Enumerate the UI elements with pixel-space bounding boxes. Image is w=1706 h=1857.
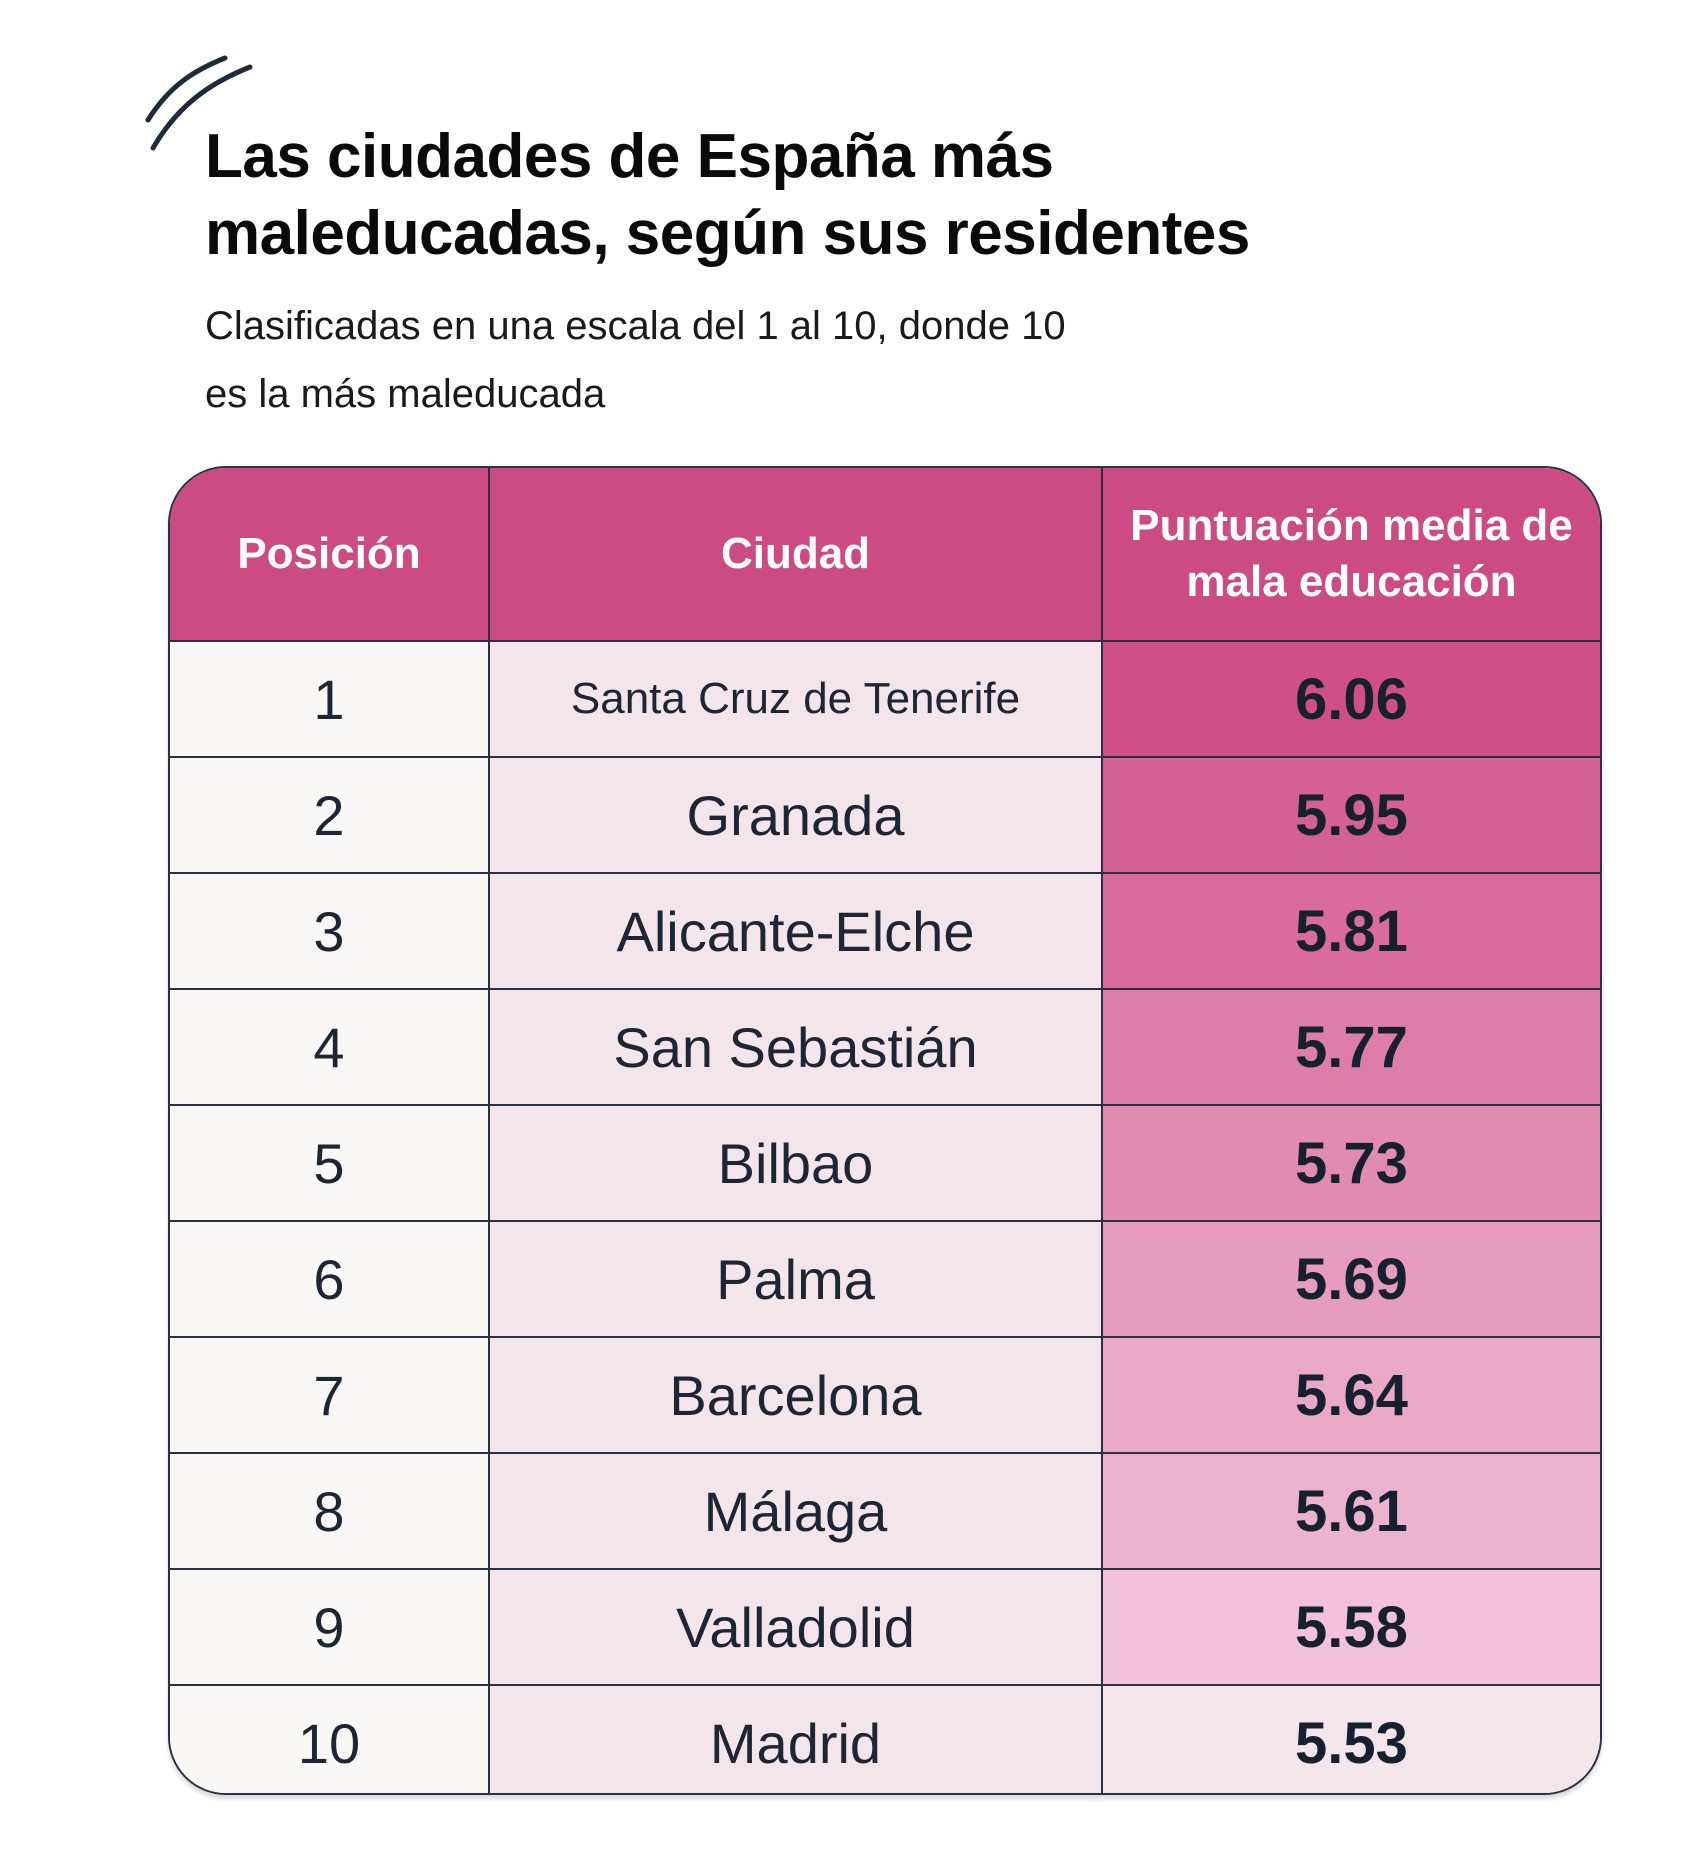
position-cell: 5 [170,1105,490,1222]
ranking-table: Posición Ciudad Puntuación media de mala… [170,468,1600,1793]
table-body: 1 Santa Cruz de Tenerife 6.06 2 Granada 5.95 3… [170,641,1600,1793]
ranking-table-container: Posición Ciudad Puntuación media de mala… [168,466,1602,1795]
table-row: 6 Palma 5.69 [170,1221,1600,1338]
city-cell: San Sebastián [489,989,1103,1106]
position-cell: 8 [170,1453,490,1570]
city-cell: Madrid [489,1685,1103,1793]
position-cell: 10 [170,1685,490,1793]
position-cell: 7 [170,1337,490,1454]
title-line-1: Las ciudades de España más [205,122,1054,191]
subtitle-line-1: Clasificadas en una escala del 1 al 10, … [205,304,1066,348]
table-row: 2 Granada 5.95 [170,757,1600,874]
page-title: Las ciudades de España más maleducadas, … [205,118,1250,272]
title-line-2: maleducadas, según sus residentes [205,199,1250,268]
score-cell: 6.06 [1102,641,1600,758]
column-header-score: Puntuación media de mala educación [1102,468,1600,642]
score-cell: 5.64 [1102,1337,1600,1454]
city-cell: Palma [489,1221,1103,1338]
table-row: 7 Barcelona 5.64 [170,1337,1600,1454]
score-cell: 5.69 [1102,1221,1600,1338]
position-cell: 9 [170,1569,490,1686]
column-header-position: Posición [170,468,490,642]
subtitle-line-2: es la más maleducada [205,372,606,416]
city-cell: Barcelona [489,1337,1103,1454]
position-cell: 3 [170,873,490,990]
position-cell: 6 [170,1221,490,1338]
position-cell: 1 [170,641,490,758]
city-cell: Santa Cruz de Tenerife [489,641,1103,758]
city-cell: Valladolid [489,1569,1103,1686]
table-row: 10 Madrid 5.53 [170,1685,1600,1793]
table-row: 9 Valladolid 5.58 [170,1569,1600,1686]
score-cell: 5.58 [1102,1569,1600,1686]
position-cell: 4 [170,989,490,1106]
city-cell: Alicante-Elche [489,873,1103,990]
table-row: 5 Bilbao 5.73 [170,1105,1600,1222]
table-row: 8 Málaga 5.61 [170,1453,1600,1570]
table-row: 1 Santa Cruz de Tenerife 6.06 [170,641,1600,758]
city-cell: Granada [489,757,1103,874]
double-curved-lines-icon [145,55,253,151]
score-cell: 5.53 [1102,1685,1600,1793]
column-header-city: Ciudad [489,468,1103,642]
table-header-row: Posición Ciudad Puntuación media de mala… [170,468,1600,642]
score-cell: 5.81 [1102,873,1600,990]
page-subtitle: Clasificadas en una escala del 1 al 10, … [205,292,1405,428]
table-row: 4 San Sebastián 5.77 [170,989,1600,1106]
table-row: 3 Alicante-Elche 5.81 [170,873,1600,990]
score-cell: 5.73 [1102,1105,1600,1222]
position-cell: 2 [170,757,490,874]
score-cell: 5.61 [1102,1453,1600,1570]
city-cell: Bilbao [489,1105,1103,1222]
city-cell: Málaga [489,1453,1103,1570]
score-cell: 5.95 [1102,757,1600,874]
score-cell: 5.77 [1102,989,1600,1106]
